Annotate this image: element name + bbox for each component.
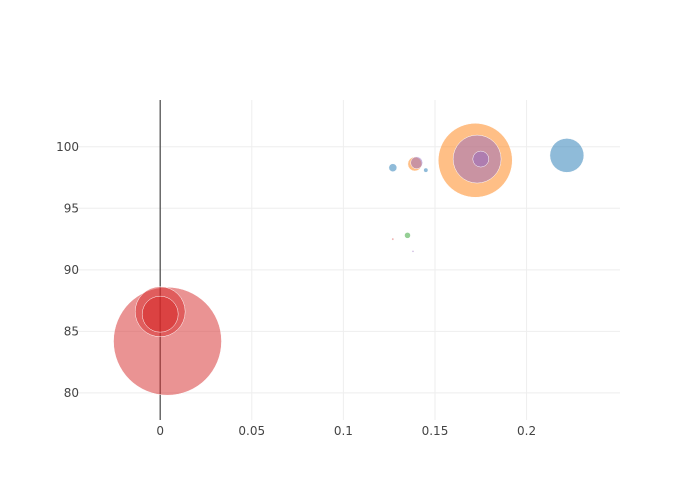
bubble-point — [410, 156, 423, 170]
bubble-point — [411, 250, 415, 253]
y-tick-label: 90 — [64, 263, 79, 277]
bubble-point — [549, 138, 585, 173]
bubble-point — [423, 167, 429, 173]
y-tick-label: 100 — [56, 140, 79, 154]
x-axis-ticks: 0 0.05 0.1 0.15 0.2 — [156, 424, 536, 438]
bubble-point — [141, 295, 179, 333]
y-tick-label: 80 — [64, 386, 79, 400]
y-axis-ticks: 80 85 90 95 100 — [56, 140, 79, 400]
x-tick-label: 0.2 — [517, 424, 536, 438]
x-tick-label: 0 — [156, 424, 164, 438]
x-tick-label: 0.1 — [334, 424, 353, 438]
y-tick-label: 85 — [64, 324, 79, 338]
bubble-point — [472, 150, 490, 168]
bubble-point — [404, 232, 411, 239]
x-tick-label: 0.05 — [238, 424, 265, 438]
bubbles — [113, 123, 585, 396]
bubble-point — [388, 163, 398, 172]
y-tick-label: 95 — [64, 201, 79, 215]
bubble-point — [391, 237, 395, 241]
x-tick-label: 0.15 — [422, 424, 449, 438]
